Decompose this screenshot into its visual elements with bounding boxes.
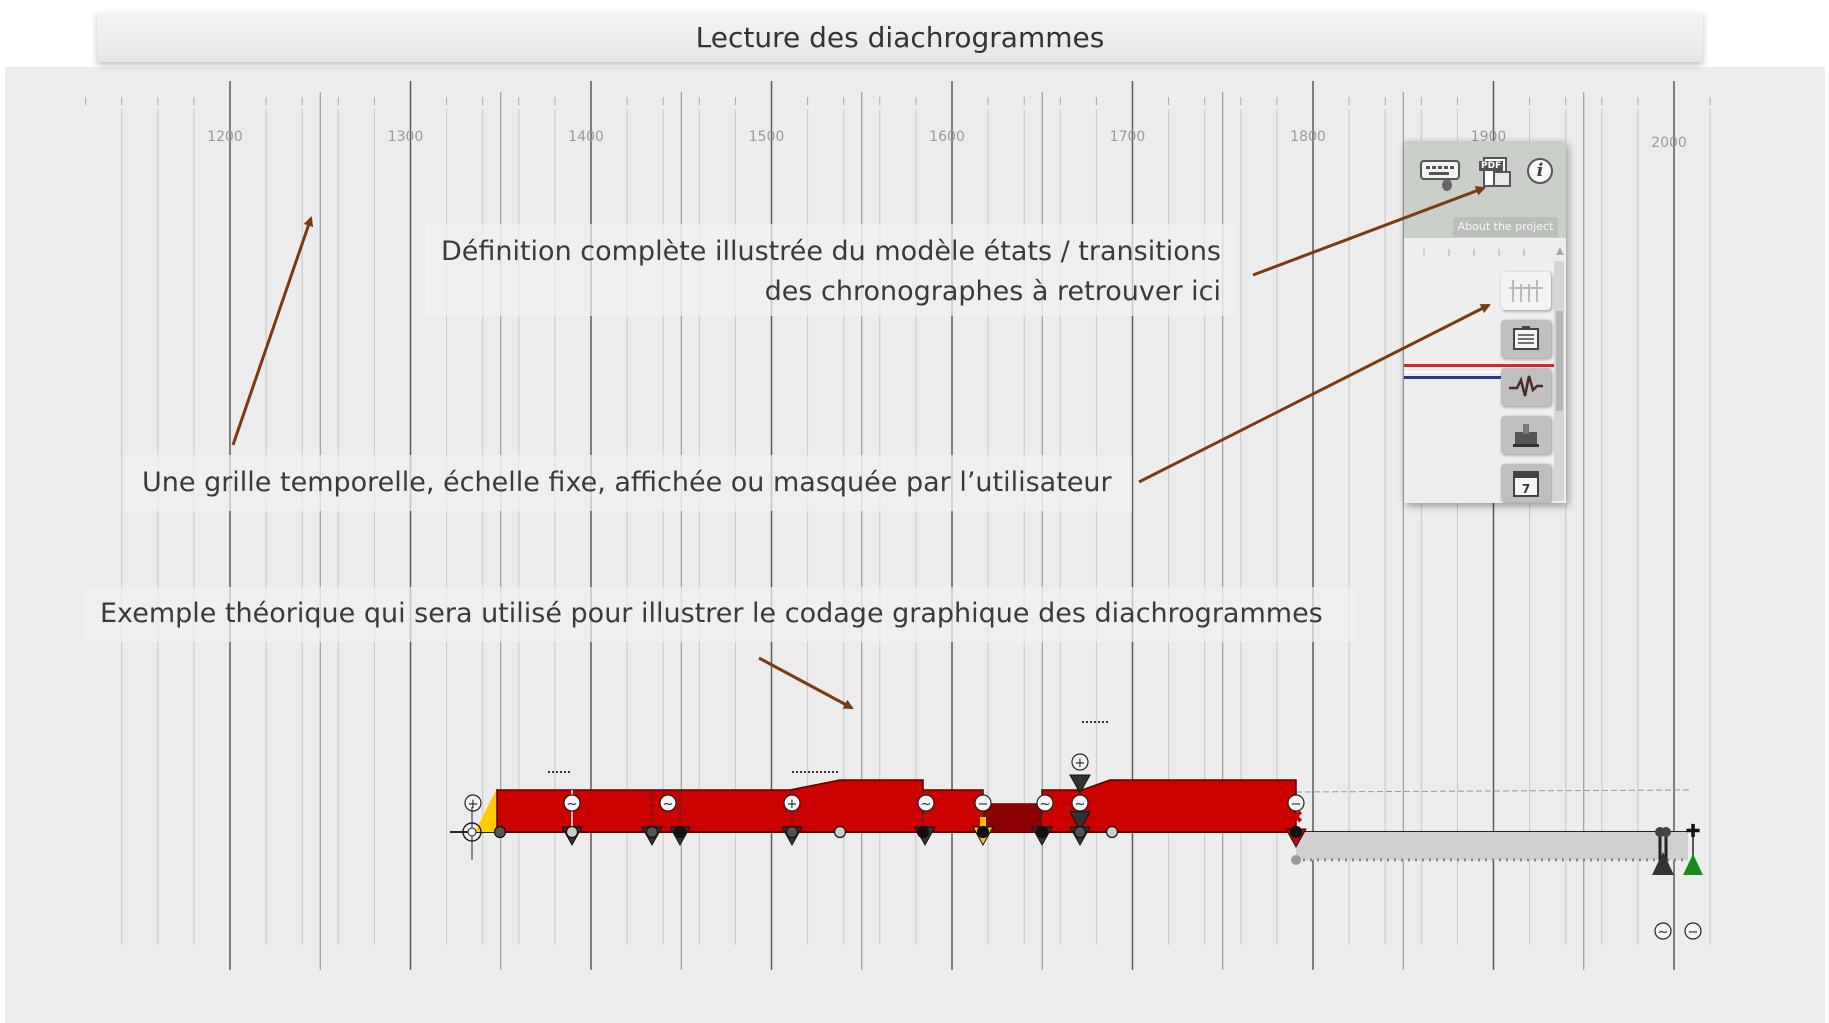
about-project-tab[interactable]: About the project [1453,217,1558,237]
year-label: 2000 [1651,135,1687,151]
mini-ruler [1423,247,1564,256]
info-icon-label: i [1536,160,1544,181]
tool-panel-scroll-thumb[interactable] [1556,311,1563,411]
qualifier-circle [1036,794,1054,812]
qualifier-circle [1071,794,1089,812]
state-node [976,825,990,839]
calendar-icon: 7 [1513,471,1539,497]
qualifier-symbol: ~ [1075,797,1086,812]
qualifier-symbol: ~ [567,797,578,812]
state-node [1289,825,1303,839]
blue-rule [1404,376,1504,379]
future-node [1291,855,1301,865]
tool-panel: PDF i About the project 7 [1404,141,1566,503]
future-dashed-line [1295,789,1691,793]
terminus-green-triangle [1683,854,1703,875]
qualifier-symbol: + [787,797,798,812]
info-icon[interactable]: i [1527,158,1553,184]
end-marker-node [1661,827,1671,837]
red-rule [1404,364,1554,367]
title-text: Lecture des diachrogrammes [695,20,1105,54]
state-node [1035,825,1049,839]
year-label: 1800 [1290,129,1326,145]
chart-button[interactable] [1501,368,1551,406]
qualifier-symbol: + [468,797,479,812]
diachrogram-example: ✖ + ~ ~ + ~ − ~ ~ + − ~ − ✚ [450,721,1703,940]
end-marker-triangle [1652,852,1674,875]
state-node [833,825,847,839]
state-node [565,825,579,839]
event-marker [1069,811,1091,832]
start-yellow-ramp [475,788,500,832]
note-definition-line2: des chronographes à retrouver ici [764,276,1221,307]
event-marker [1069,774,1091,795]
chart-icon [1509,375,1543,397]
state-node [1073,825,1087,839]
qualifier-circle [1071,753,1089,771]
origin-ring [462,822,482,842]
note-example-text: Exemple théorique qui sera utilisé pour … [100,598,1323,629]
note-definition-line1: Définition complète illustrée du modèle … [440,236,1221,267]
future-band [1296,832,1688,860]
year-label: 1300 [388,129,424,145]
grid-toggle-icon [1509,280,1543,302]
qualifier-circle [464,794,482,812]
notes-button[interactable] [1501,320,1551,358]
qualifier-symbol: ~ [921,797,932,812]
state-node [1105,825,1119,839]
qualifier-symbol: − [978,797,989,812]
grid-toggle-button[interactable] [1501,272,1551,310]
qualifier-circle [1684,922,1702,940]
year-label: 1700 [1110,129,1146,145]
qualifier-circle [659,794,677,812]
qualifier-circle [563,794,581,812]
calendar-day: 7 [1522,482,1530,496]
state-node [493,825,507,839]
state-node [673,825,687,839]
figure-button[interactable] [1501,416,1551,454]
qualifier-circle [783,794,801,812]
terminus-plus: ✚ [1685,821,1700,842]
note-time-grid-text: Une grille temporelle, échelle fixe, aff… [142,467,1112,498]
event-marker-yellow-stem [980,817,986,827]
qualifier-symbol: − [1688,925,1699,940]
notes-icon [1513,326,1539,350]
pdf-icon[interactable]: PDF [1479,157,1513,191]
origin-center [467,827,477,837]
year-label: 1500 [749,129,785,145]
keyboard-icon[interactable] [1420,159,1462,191]
qualifier-symbol: + [1075,756,1086,771]
qualifier-circle [1654,922,1672,940]
qualifier-circle [974,794,992,812]
state-node [916,825,930,839]
qualifier-symbol: ~ [663,797,674,812]
state-node [645,825,659,839]
page-title: Lecture des diachrogrammes [97,12,1703,62]
note-example: Exemple théorique qui sera utilisé pour … [86,587,1358,642]
qualifier-circle [917,794,935,812]
qualifier-symbol: − [1291,797,1302,812]
qualifier-symbol: ~ [1658,925,1669,940]
note-time-grid: Une grille temporelle, échelle fixe, aff… [126,455,1132,511]
calendar-button[interactable]: 7 [1501,464,1551,502]
about-project-label: About the project [1457,220,1554,233]
pdf-icon-label: PDF [1479,161,1504,171]
note-definition: Définition complète illustrée du modèle … [425,224,1235,316]
qualifier-circle [1287,794,1305,812]
state-node [785,825,799,839]
figure-icon [1513,424,1539,447]
year-label: 1200 [207,129,243,145]
cancel-marker: ✖ [1288,807,1303,828]
state-body [496,779,1297,833]
time-grid: 1200 1300 1400 1500 1600 1700 1800 1900 2000✖+ ~ ~… [85,81,1711,970]
qualifier-symbol: ~ [1040,797,1051,812]
year-label: 1400 [568,129,604,145]
year-label: 1600 [929,129,965,145]
